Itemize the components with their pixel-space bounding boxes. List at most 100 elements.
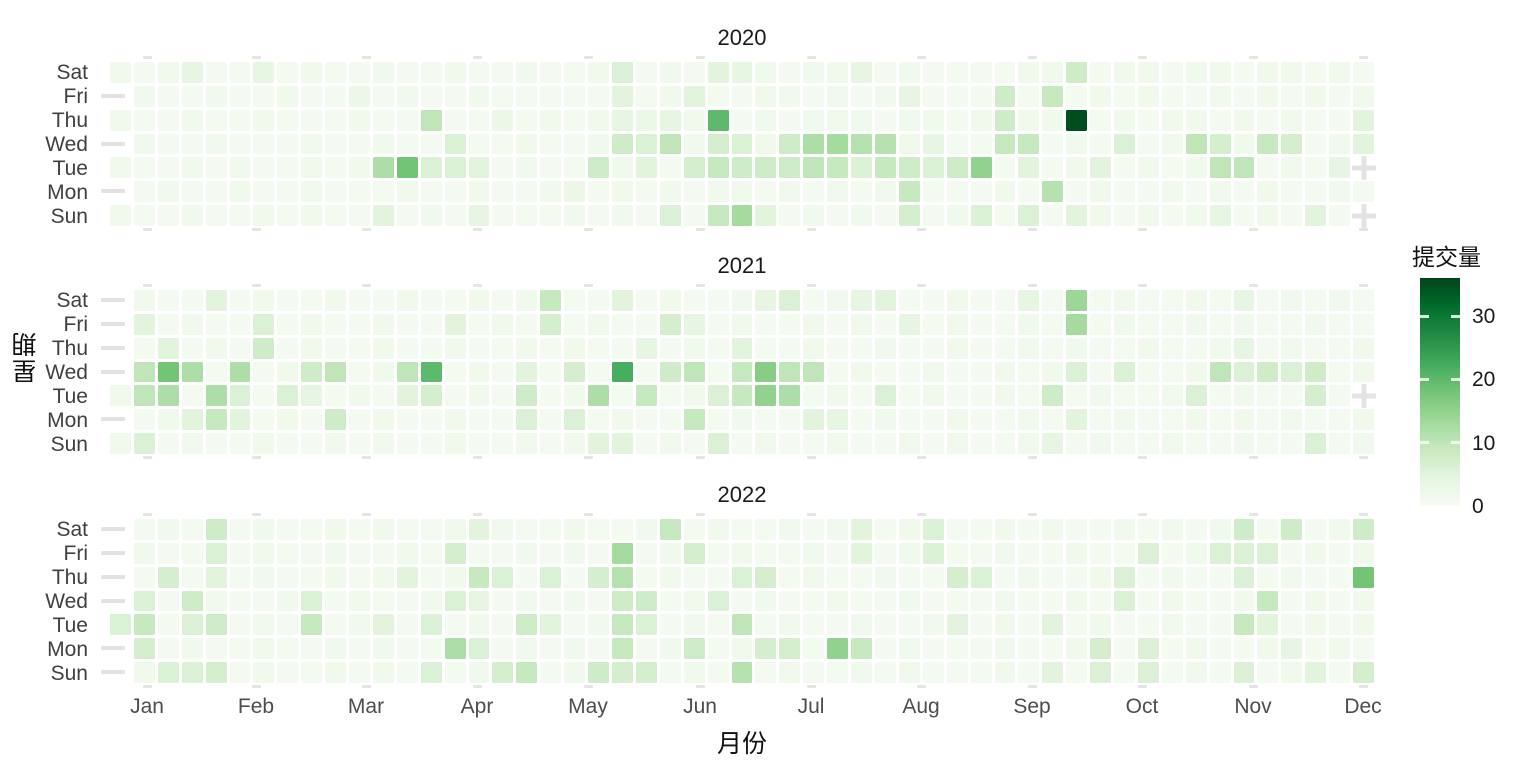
heatmap-cell — [229, 385, 251, 407]
month-label-may: May — [568, 695, 608, 718]
heatmap-cell — [659, 290, 681, 311]
heatmap-cell — [444, 361, 466, 383]
heatmap-cell — [635, 361, 657, 383]
heatmap-cell — [468, 62, 490, 83]
heatmap-cell — [588, 542, 610, 564]
heatmap-cell — [325, 85, 347, 107]
heatmap-cell — [1329, 433, 1351, 454]
heatmap-cell — [1281, 290, 1303, 311]
heatmap-cell — [755, 614, 777, 636]
heatmap-cell — [683, 433, 705, 454]
heatmap-cell — [564, 361, 586, 383]
axis-tick — [473, 456, 482, 459]
heatmap-cell — [994, 566, 1016, 588]
heatmap-cell — [205, 519, 227, 540]
weekday-axis-2021: Sat Fri Thu Wed Tue Mon Sun — [0, 289, 100, 455]
heatmap-cell — [1233, 85, 1255, 107]
heatmap-cell — [970, 85, 992, 107]
heatmap-cell — [110, 62, 131, 83]
heatmap-cell — [301, 662, 323, 683]
heatmap-cell — [970, 205, 992, 226]
missing-day-dash — [101, 662, 131, 683]
heatmap-cell — [1090, 133, 1112, 155]
heatmap-cell — [827, 361, 849, 383]
heatmap-cell — [1066, 290, 1088, 311]
heatmap-cell — [683, 181, 705, 203]
heatmap-cell — [420, 181, 442, 203]
heatmap-cell — [1137, 205, 1159, 226]
heatmap-cell — [349, 614, 370, 636]
heatmap-cell — [994, 62, 1016, 83]
heatmap-cell — [516, 662, 538, 683]
heatmap-cell — [1257, 62, 1279, 83]
heatmap-cell — [1329, 590, 1351, 612]
heatmap-cell — [1305, 290, 1327, 311]
heatmap-cell — [588, 290, 610, 311]
heatmap-cell — [492, 290, 514, 311]
heatmap-cell — [468, 638, 490, 660]
heatmap-cell — [946, 614, 968, 636]
heatmap-cell — [946, 133, 968, 155]
axis-tick — [143, 228, 152, 231]
heatmap-cell — [1257, 385, 1279, 407]
heatmap-cell — [827, 337, 849, 359]
heatmap-cell — [612, 590, 633, 612]
heatmap-cell — [707, 409, 729, 431]
heatmap-cell — [1305, 566, 1327, 588]
heatmap-cell — [1161, 662, 1183, 683]
heatmap-cell — [1161, 181, 1183, 203]
heatmap-cell — [1114, 662, 1135, 683]
axis-tick — [1249, 56, 1258, 59]
heatmap-cell — [803, 205, 825, 226]
heatmap-cell — [564, 313, 586, 335]
heatmap-cell — [874, 409, 896, 431]
heatmap-cell — [970, 313, 992, 335]
heatmap-cell — [588, 62, 610, 83]
heatmap-cell — [492, 662, 514, 683]
heatmap-cell — [1281, 614, 1303, 636]
heatmap-cell — [755, 205, 777, 226]
heatmap-cell — [994, 133, 1016, 155]
heatmap-cell — [635, 638, 657, 660]
heatmap-cell — [301, 433, 323, 454]
x-axis-title: 月份 — [716, 730, 767, 758]
heatmap-cell — [1233, 109, 1255, 131]
heatmap-cell — [851, 361, 872, 383]
heatmap-cell — [1209, 385, 1231, 407]
heatmap-cell — [874, 614, 896, 636]
heatmap-cell — [349, 62, 370, 83]
heatmap-cell — [1161, 290, 1183, 311]
heatmap-cell — [564, 662, 586, 683]
heatmap-cell — [205, 181, 227, 203]
heatmap-cell — [205, 85, 227, 107]
heatmap-cell — [779, 85, 801, 107]
axis-tick — [584, 456, 593, 459]
heatmap-cell — [707, 337, 729, 359]
missing-day-dash — [101, 338, 131, 359]
axis-tick — [1138, 228, 1147, 231]
heatmap-cell — [468, 409, 490, 431]
weekday-label-tue: Tue — [52, 614, 88, 637]
heatmap-cell — [277, 85, 299, 107]
heatmap-cell — [803, 62, 825, 83]
weekday-label-sat: Sat — [56, 289, 88, 312]
heatmap-cell — [372, 205, 394, 226]
heatmap-cell — [1137, 385, 1159, 407]
heatmap-cell — [229, 290, 251, 311]
heatmap-cell — [349, 638, 370, 660]
heatmap-cell — [851, 181, 872, 203]
heatmap-cell — [1305, 433, 1327, 454]
heatmap-cell — [731, 337, 753, 359]
heatmap-cell — [181, 409, 203, 431]
heatmap-cell — [898, 85, 920, 107]
heatmap-cell — [157, 109, 179, 131]
heatmap-cell — [564, 109, 586, 131]
heatmap-cell — [540, 590, 562, 612]
heatmap-cell — [229, 662, 251, 683]
heatmap-cell — [492, 542, 514, 564]
missing-day-dash — [101, 314, 131, 335]
heatmap-cell — [779, 62, 801, 83]
heatmap-cell — [827, 638, 849, 660]
heatmap-cell — [612, 109, 633, 131]
heatmap-cell — [1281, 133, 1303, 155]
